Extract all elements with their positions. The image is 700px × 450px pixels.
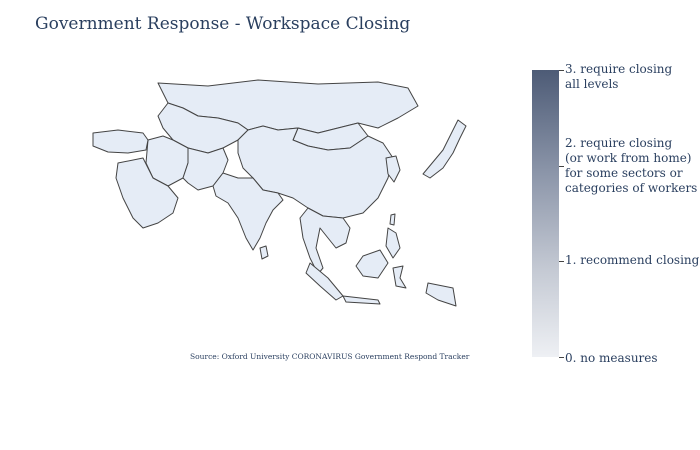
colorbar-tick-label: 0. no measures <box>565 351 658 365</box>
region-borneo <box>355 249 389 279</box>
colorbar-tick <box>559 357 564 358</box>
colorbar-tick <box>559 70 564 71</box>
colorbar-tick-label: 2. require closing (or work from home) f… <box>565 135 698 195</box>
colorbar-tick-label: 3. require closing all levels <box>565 62 673 91</box>
region-japan <box>422 119 467 179</box>
chart-title: Government Response - Workspace Closing <box>35 14 411 34</box>
region-philippines <box>385 227 401 259</box>
colorbar <box>532 70 559 357</box>
region-sulawesi <box>392 265 407 289</box>
region-central-asia <box>157 102 249 154</box>
region-java <box>342 295 381 305</box>
region-se-asia <box>299 207 351 275</box>
map-svg <box>92 79 467 307</box>
colorbar-tick <box>559 261 564 263</box>
source-note: Source: Oxford University CORONAVIRUS Go… <box>190 352 470 361</box>
region-india <box>212 172 284 251</box>
region-turkey <box>92 129 149 154</box>
region-korea <box>385 155 401 183</box>
region-taiwan <box>389 213 396 226</box>
asia-map[interactable] <box>88 78 478 328</box>
region-sri-lanka <box>259 245 269 260</box>
region-papua <box>425 282 457 307</box>
region-arabia <box>115 157 179 229</box>
region-sumatra <box>305 262 344 301</box>
colorbar-tick <box>559 165 564 167</box>
colorbar-tick-label: 1. recommend closing <box>565 253 700 268</box>
